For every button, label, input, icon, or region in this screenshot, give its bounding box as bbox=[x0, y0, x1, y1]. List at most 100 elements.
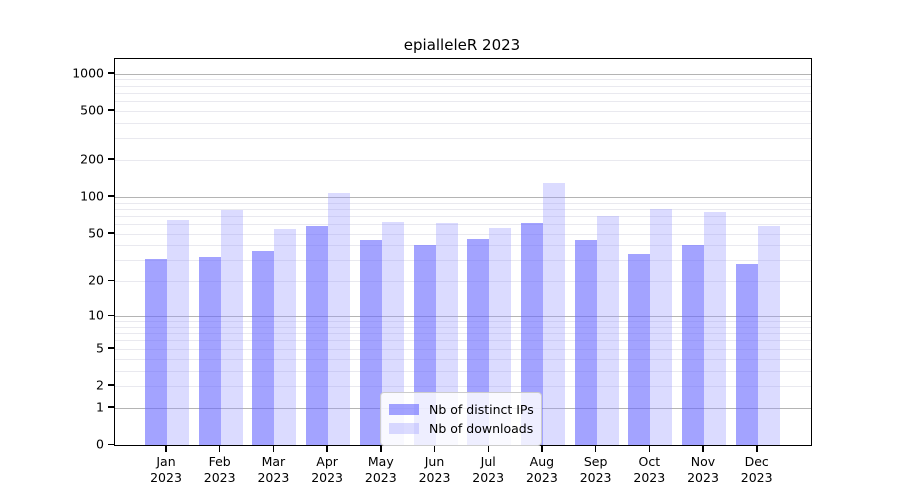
y-tick bbox=[108, 109, 114, 111]
downloads-swatch bbox=[389, 423, 419, 434]
minor-gridline bbox=[115, 202, 811, 204]
x-tick-label-nov: Nov 2023 bbox=[687, 454, 719, 485]
minor-gridline bbox=[115, 215, 811, 217]
bar-nov-downloads bbox=[704, 212, 726, 445]
major-gridline bbox=[115, 73, 811, 75]
legend-item-distinct-ips: Nb of distinct IPs bbox=[389, 401, 534, 418]
x-tick bbox=[165, 445, 167, 452]
x-tick bbox=[541, 445, 543, 452]
y-tick bbox=[108, 72, 114, 74]
x-tick bbox=[487, 445, 489, 452]
bar-jan-downloads bbox=[167, 219, 189, 445]
minor-gridline bbox=[115, 358, 811, 360]
x-tick-label-jul: Jul 2023 bbox=[472, 454, 505, 485]
y-tick bbox=[108, 158, 114, 160]
legend-label-downloads: Nb of downloads bbox=[429, 421, 534, 436]
legend-label-distinct-ips: Nb of distinct IPs bbox=[429, 402, 534, 417]
x-tick bbox=[272, 445, 275, 452]
y-tick bbox=[108, 195, 114, 197]
bar-apr-ips bbox=[306, 225, 329, 445]
minor-gridline bbox=[115, 92, 811, 94]
minor-gridline bbox=[115, 370, 811, 372]
x-tick-label-mar: Mar 2023 bbox=[257, 454, 290, 485]
x-tick bbox=[433, 445, 436, 452]
x-tick-label-may: May 2023 bbox=[364, 454, 397, 485]
x-tick-label-dec: Dec 2023 bbox=[740, 454, 773, 485]
minor-gridline bbox=[115, 348, 811, 350]
bar-apr-downloads bbox=[328, 193, 351, 445]
bar-mar-downloads bbox=[274, 228, 297, 445]
x-tick bbox=[218, 445, 221, 452]
x-tick bbox=[326, 445, 328, 452]
bar-may-ips bbox=[359, 240, 382, 445]
y-tick-label: 100 bbox=[80, 188, 104, 204]
legend: Nb of distinct IPs Nb of downloads bbox=[380, 392, 542, 446]
minor-gridline bbox=[115, 281, 811, 283]
y-tick bbox=[108, 314, 114, 317]
bar-mar-ips bbox=[252, 250, 275, 445]
bar-aug-downloads bbox=[542, 182, 565, 445]
bar-oct-ips bbox=[628, 253, 651, 445]
minor-gridline bbox=[115, 260, 811, 262]
y-tick-label: 0 bbox=[96, 436, 104, 452]
bar-sep-ips bbox=[574, 240, 597, 445]
x-tick-label-apr: Apr 2023 bbox=[311, 454, 343, 485]
ips-swatch bbox=[389, 404, 419, 415]
minor-gridline bbox=[115, 333, 811, 335]
x-tick bbox=[594, 445, 597, 452]
y-tick-label: 50 bbox=[88, 225, 104, 241]
major-gridline bbox=[115, 316, 811, 318]
x-tick-label-feb: Feb 2023 bbox=[203, 454, 236, 485]
x-tick bbox=[648, 445, 650, 452]
minor-gridline bbox=[115, 101, 811, 102]
minor-gridline bbox=[115, 326, 811, 328]
x-tick-label-jun: Jun 2023 bbox=[418, 454, 451, 485]
bar-nov-ips bbox=[682, 245, 704, 445]
plot-area: Nb of distinct IPs Nb of downloads bbox=[114, 58, 812, 446]
bar-oct-downloads bbox=[650, 208, 673, 445]
bar-jul-downloads bbox=[489, 227, 512, 445]
bar-feb-ips bbox=[198, 257, 221, 445]
y-tick-label: 5 bbox=[96, 340, 104, 356]
minor-gridline bbox=[115, 245, 811, 247]
minor-gridline bbox=[115, 110, 811, 112]
x-tick bbox=[380, 445, 382, 452]
minor-gridline bbox=[115, 79, 811, 81]
y-tick bbox=[108, 384, 114, 386]
minor-gridline bbox=[115, 224, 811, 225]
minor-gridline bbox=[115, 340, 811, 342]
minor-gridline bbox=[115, 208, 811, 210]
y-tick bbox=[108, 279, 114, 282]
minor-gridline bbox=[115, 122, 811, 124]
major-gridline bbox=[115, 196, 811, 198]
bar-jan-ips bbox=[145, 258, 167, 445]
y-tick-label: 1000 bbox=[72, 65, 104, 81]
bar-may-downloads bbox=[381, 222, 404, 445]
minor-gridline bbox=[115, 138, 811, 140]
bar-dec-downloads bbox=[757, 225, 780, 445]
y-tick-label: 20 bbox=[88, 272, 104, 288]
y-tick-label: 10 bbox=[88, 307, 104, 323]
x-tick bbox=[756, 445, 758, 452]
minor-gridline bbox=[115, 85, 811, 87]
minor-gridline bbox=[115, 233, 811, 235]
y-tick-label: 2 bbox=[96, 377, 104, 393]
x-tick-label-aug: Aug 2023 bbox=[525, 454, 558, 485]
minor-gridline bbox=[115, 321, 811, 323]
y-tick bbox=[108, 232, 114, 234]
y-tick bbox=[108, 443, 114, 445]
bar-sep-downloads bbox=[596, 215, 619, 445]
chart-title: epialleleR 2023 bbox=[403, 36, 521, 54]
legend-item-downloads: Nb of downloads bbox=[389, 420, 534, 437]
x-tick bbox=[702, 445, 704, 452]
x-tick-label-oct: Oct 2023 bbox=[633, 454, 666, 485]
minor-gridline bbox=[115, 385, 811, 387]
x-tick-label-sep: Sep 2023 bbox=[579, 454, 612, 485]
y-tick-label: 200 bbox=[80, 151, 104, 167]
bar-aug-ips bbox=[520, 223, 543, 445]
x-tick-label-jan: Jan 2023 bbox=[150, 454, 182, 485]
y-tick bbox=[108, 406, 114, 408]
bar-dec-ips bbox=[735, 264, 758, 445]
y-tick-label: 1 bbox=[96, 399, 104, 415]
